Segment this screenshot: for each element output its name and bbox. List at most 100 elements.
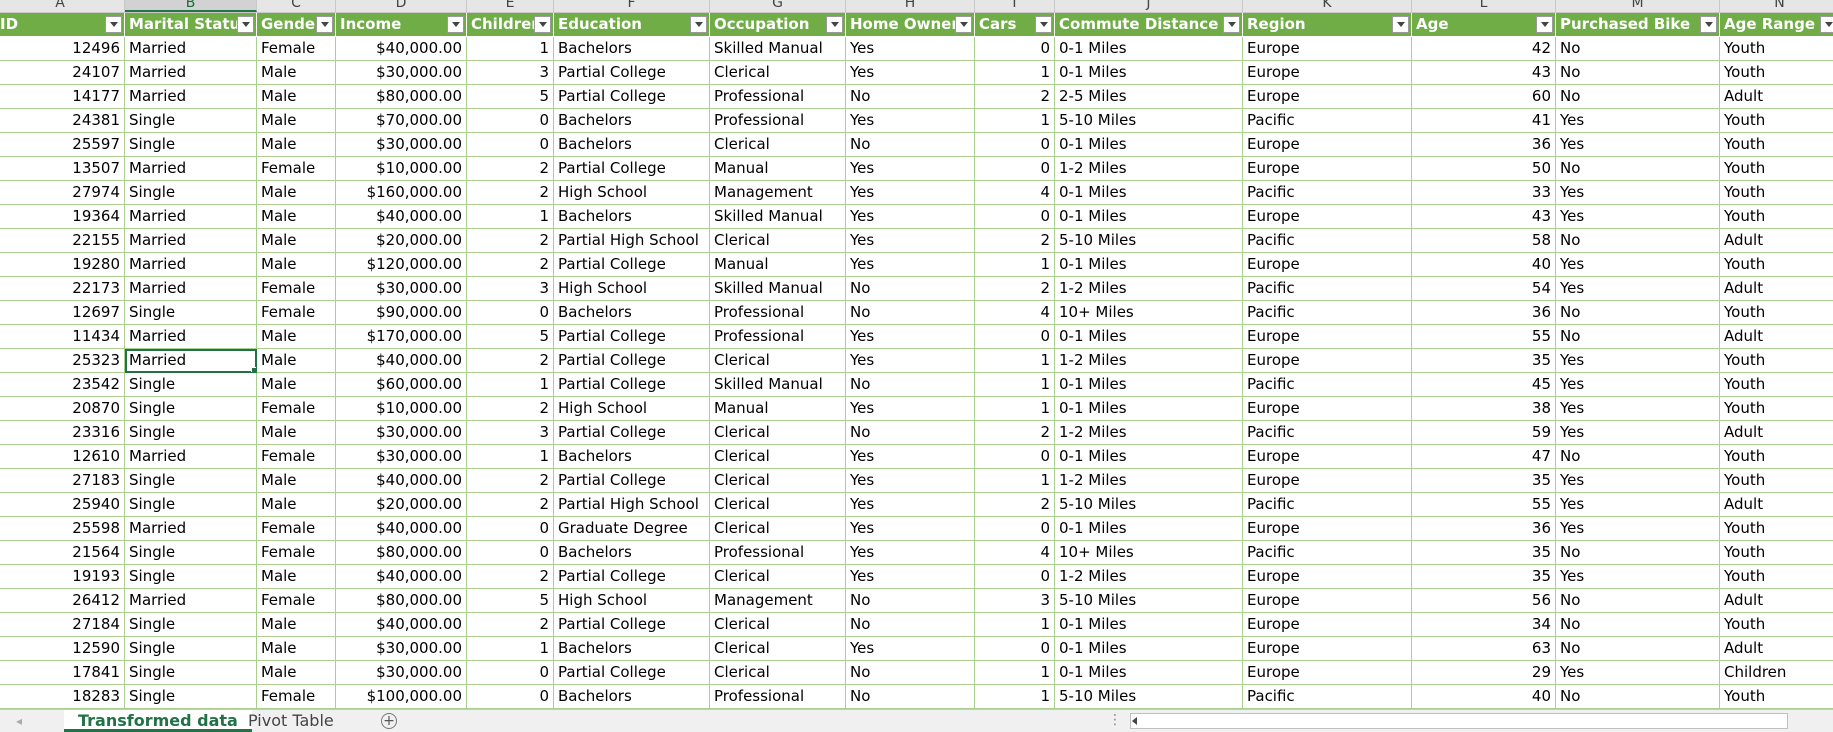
table-cell[interactable]: 0	[975, 325, 1055, 349]
table-cell[interactable]: 23542	[0, 373, 125, 397]
table-cell[interactable]: 50	[1412, 157, 1556, 181]
table-cell[interactable]: Bachelors	[554, 37, 710, 61]
column-letter-l[interactable]: L	[1412, 0, 1556, 12]
filter-dropdown-icon[interactable]	[1392, 16, 1409, 33]
table-cell[interactable]: Europe	[1243, 85, 1412, 109]
table-cell[interactable]: Youth	[1720, 349, 1833, 373]
table-cell[interactable]: Male	[257, 325, 336, 349]
table-cell[interactable]: Youth	[1720, 397, 1833, 421]
table-cell[interactable]: 12697	[0, 301, 125, 325]
table-cell[interactable]: 55	[1412, 325, 1556, 349]
table-cell[interactable]: 19364	[0, 205, 125, 229]
filter-dropdown-icon[interactable]	[237, 16, 254, 33]
table-cell[interactable]: Partial College	[554, 61, 710, 85]
table-cell[interactable]: Pacific	[1243, 373, 1412, 397]
table-cell[interactable]: 2	[467, 493, 554, 517]
table-cell[interactable]: Bachelors	[554, 685, 710, 709]
table-cell[interactable]: Yes	[846, 397, 975, 421]
table-cell[interactable]: Married	[125, 325, 257, 349]
table-cell[interactable]: Male	[257, 61, 336, 85]
table-cell[interactable]: No	[1556, 685, 1720, 709]
table-cell[interactable]: 40	[1412, 685, 1556, 709]
table-cell[interactable]: Clerical	[710, 133, 846, 157]
table-cell[interactable]: Female	[257, 445, 336, 469]
table-cell[interactable]: 36	[1412, 517, 1556, 541]
table-cell[interactable]: $160,000.00	[336, 181, 467, 205]
table-cell[interactable]: Pacific	[1243, 277, 1412, 301]
table-cell[interactable]: Adult	[1720, 229, 1833, 253]
table-cell[interactable]: Youth	[1720, 541, 1833, 565]
table-cell[interactable]: Male	[257, 133, 336, 157]
active-cell[interactable]: Married	[125, 349, 257, 373]
table-cell[interactable]: Europe	[1243, 325, 1412, 349]
table-cell[interactable]: $20,000.00	[336, 229, 467, 253]
table-cell[interactable]: Youth	[1720, 205, 1833, 229]
table-cell[interactable]: Europe	[1243, 397, 1412, 421]
table-cell[interactable]: Yes	[1556, 469, 1720, 493]
table-cell[interactable]: Female	[257, 277, 336, 301]
table-cell[interactable]: Youth	[1720, 157, 1833, 181]
table-cell[interactable]: Male	[257, 613, 336, 637]
table-cell[interactable]: Male	[257, 661, 336, 685]
table-cell[interactable]: Youth	[1720, 37, 1833, 61]
table-cell[interactable]: 1-2 Miles	[1055, 565, 1243, 589]
table-cell[interactable]: 1-2 Miles	[1055, 157, 1243, 181]
table-cell[interactable]: $30,000.00	[336, 61, 467, 85]
table-cell[interactable]: 0	[975, 205, 1055, 229]
table-cell[interactable]: $30,000.00	[336, 445, 467, 469]
table-cell[interactable]: 34	[1412, 613, 1556, 637]
table-cell[interactable]: Married	[125, 277, 257, 301]
filter-dropdown-icon[interactable]	[690, 16, 707, 33]
table-cell[interactable]: Yes	[1556, 373, 1720, 397]
table-cell[interactable]: 3	[467, 61, 554, 85]
horizontal-scrollbar[interactable]	[1130, 713, 1788, 729]
table-cell[interactable]: Married	[125, 37, 257, 61]
table-cell[interactable]: Male	[257, 253, 336, 277]
table-cell[interactable]: Yes	[846, 61, 975, 85]
table-cell[interactable]: 5-10 Miles	[1055, 493, 1243, 517]
table-cell[interactable]: 2	[467, 565, 554, 589]
table-cell[interactable]: Youth	[1720, 445, 1833, 469]
table-cell[interactable]: Male	[257, 469, 336, 493]
table-cell[interactable]: Single	[125, 541, 257, 565]
table-cell[interactable]: 47	[1412, 445, 1556, 469]
header-cell[interactable]: Education	[554, 13, 710, 37]
table-cell[interactable]: 1	[975, 661, 1055, 685]
table-cell[interactable]: Bachelors	[554, 205, 710, 229]
header-cell[interactable]: Home Owner	[846, 13, 975, 37]
table-cell[interactable]: $80,000.00	[336, 85, 467, 109]
table-cell[interactable]: 1-2 Miles	[1055, 277, 1243, 301]
table-cell[interactable]: 27184	[0, 613, 125, 637]
table-cell[interactable]: Adult	[1720, 637, 1833, 661]
table-cell[interactable]: Yes	[846, 181, 975, 205]
table-cell[interactable]: No	[1556, 637, 1720, 661]
table-cell[interactable]: 42	[1412, 37, 1556, 61]
table-cell[interactable]: 0	[467, 661, 554, 685]
table-cell[interactable]: Adult	[1720, 421, 1833, 445]
filter-dropdown-icon[interactable]	[826, 16, 843, 33]
table-cell[interactable]: No	[846, 589, 975, 613]
table-cell[interactable]: Yes	[846, 565, 975, 589]
header-cell[interactable]: Occupation	[710, 13, 846, 37]
table-cell[interactable]: Single	[125, 421, 257, 445]
table-cell[interactable]: 38	[1412, 397, 1556, 421]
table-cell[interactable]: Partial College	[554, 421, 710, 445]
table-cell[interactable]: Yes	[1556, 565, 1720, 589]
table-cell[interactable]: Skilled Manual	[710, 373, 846, 397]
table-cell[interactable]: Management	[710, 589, 846, 613]
table-cell[interactable]: 18283	[0, 685, 125, 709]
table-cell[interactable]: Europe	[1243, 61, 1412, 85]
table-cell[interactable]: Adult	[1720, 277, 1833, 301]
table-cell[interactable]: Bachelors	[554, 301, 710, 325]
table-cell[interactable]: 56	[1412, 589, 1556, 613]
table-cell[interactable]: Male	[257, 637, 336, 661]
table-cell[interactable]: Manual	[710, 157, 846, 181]
table-cell[interactable]: 3	[467, 277, 554, 301]
table-cell[interactable]: 10+ Miles	[1055, 541, 1243, 565]
filter-dropdown-icon[interactable]	[955, 16, 972, 33]
table-cell[interactable]: $40,000.00	[336, 613, 467, 637]
table-cell[interactable]: 20870	[0, 397, 125, 421]
table-cell[interactable]: Partial College	[554, 85, 710, 109]
table-cell[interactable]: Youth	[1720, 469, 1833, 493]
table-cell[interactable]: 27183	[0, 469, 125, 493]
